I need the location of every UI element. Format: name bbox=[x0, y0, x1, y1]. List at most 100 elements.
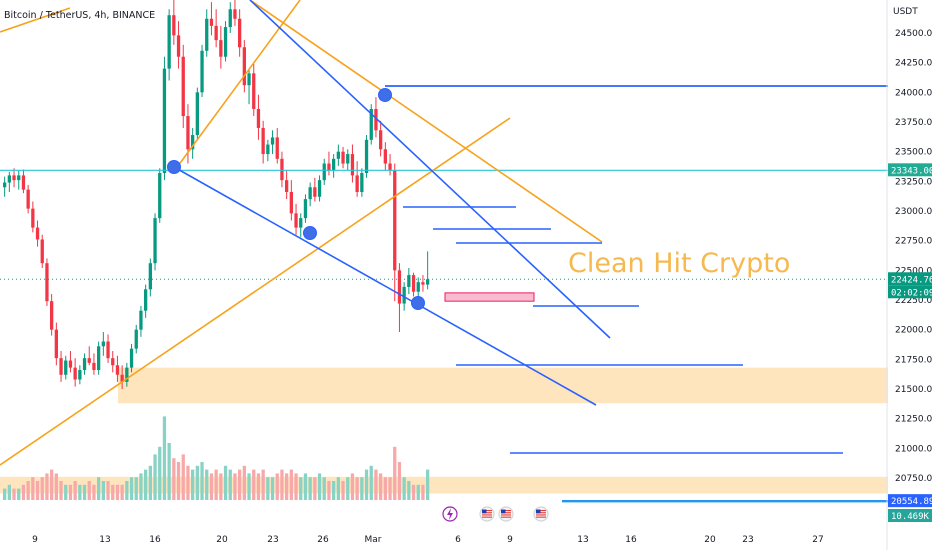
candle bbox=[228, 2, 232, 33]
candle bbox=[219, 25, 223, 69]
pivot-marker[interactable] bbox=[303, 226, 317, 240]
volume-bar bbox=[256, 473, 261, 500]
candle bbox=[7, 171, 11, 193]
support-zone bbox=[0, 476, 888, 494]
y-tick-label: 22250.00 bbox=[895, 296, 932, 306]
candle-body bbox=[294, 213, 298, 228]
candle bbox=[355, 161, 359, 197]
candle bbox=[256, 94, 261, 140]
candle-body bbox=[191, 135, 195, 150]
candle bbox=[115, 355, 120, 382]
lightning-event-icon[interactable] bbox=[442, 506, 458, 522]
candle-body bbox=[364, 139, 369, 174]
candle-body bbox=[393, 170, 397, 271]
volume-badge-bg bbox=[888, 509, 932, 522]
x-tick-label: 20 bbox=[216, 535, 228, 545]
volume-bar bbox=[285, 473, 289, 500]
candle-body bbox=[256, 108, 261, 128]
candle-body bbox=[176, 35, 181, 57]
candle bbox=[45, 258, 49, 306]
pivot-marker[interactable] bbox=[167, 160, 181, 174]
candle bbox=[50, 294, 54, 336]
price-axis[interactable]: 24500.00 24250.00 24000.00 23750.00 23500.00… bbox=[895, 29, 932, 484]
candle-body bbox=[139, 310, 143, 330]
candle-body bbox=[82, 358, 87, 371]
candle bbox=[12, 168, 16, 188]
x-tick-label: 16 bbox=[625, 535, 637, 545]
candle bbox=[346, 149, 350, 171]
volume-bar bbox=[162, 416, 167, 500]
candle bbox=[73, 358, 77, 387]
volume-bar bbox=[402, 477, 406, 500]
candle bbox=[59, 351, 63, 382]
x-tick-label: 23 bbox=[267, 535, 278, 545]
x-tick-label: 26 bbox=[317, 535, 329, 545]
candle-body bbox=[125, 367, 129, 382]
candle bbox=[270, 130, 275, 155]
us-flag-event-icon[interactable] bbox=[533, 506, 549, 522]
candle bbox=[407, 267, 411, 295]
us-flag-event-icon[interactable] bbox=[479, 506, 495, 522]
candle-body bbox=[106, 341, 110, 359]
candle bbox=[106, 334, 110, 363]
candle bbox=[341, 146, 345, 169]
candle bbox=[360, 168, 364, 197]
volume-bar bbox=[78, 484, 82, 500]
volume-bar bbox=[101, 481, 105, 500]
volume-badge-text: 10.469K bbox=[891, 512, 930, 522]
x-tick-label: 6 bbox=[455, 535, 461, 545]
volume-bar bbox=[247, 473, 251, 500]
candle bbox=[285, 170, 289, 200]
candle-body bbox=[411, 275, 416, 292]
markers-layer bbox=[167, 88, 425, 310]
candle bbox=[54, 322, 58, 366]
pivot-marker[interactable] bbox=[411, 296, 425, 310]
candle bbox=[35, 220, 40, 247]
time-axis[interactable]: 9 13 16 20 23 26 Mar 6 9 13 16 20 23 27 bbox=[32, 535, 824, 545]
y-tick-label: 21750.00 bbox=[895, 355, 932, 365]
volume-bar bbox=[327, 481, 331, 500]
event-circle bbox=[479, 506, 495, 522]
candle-body bbox=[261, 127, 265, 155]
candle bbox=[97, 341, 101, 375]
candle-body bbox=[308, 187, 312, 200]
x-tick-label: Mar bbox=[365, 535, 382, 545]
volume-bar bbox=[181, 454, 185, 500]
x-tick-label: 27 bbox=[812, 535, 823, 545]
volume-bar bbox=[148, 465, 152, 500]
candle-body bbox=[223, 27, 228, 57]
flag-canton bbox=[501, 509, 506, 514]
candle bbox=[336, 144, 340, 166]
candle-body bbox=[397, 270, 402, 304]
candle bbox=[92, 353, 96, 375]
symbol-title: Bitcoin / TetherUS, 4h, BINANCE bbox=[4, 10, 155, 21]
pivot-marker[interactable] bbox=[378, 88, 392, 102]
candle bbox=[3, 176, 7, 197]
x-tick-label: 16 bbox=[149, 535, 161, 545]
us-flag-event-icon[interactable] bbox=[498, 506, 514, 522]
x-tick-label: 9 bbox=[32, 535, 38, 545]
candle-body bbox=[7, 175, 11, 183]
drawings-layer bbox=[0, 0, 888, 503]
axis-badges: 23343.00 22424.76 02:02:09 20554.89 10.469K bbox=[888, 163, 932, 522]
volume-bar bbox=[120, 484, 124, 500]
volume-bar bbox=[223, 465, 228, 500]
candle bbox=[82, 353, 87, 375]
volume-bar bbox=[379, 473, 383, 500]
flag-stripe bbox=[501, 516, 511, 518]
volume-bar bbox=[219, 473, 223, 500]
volume-bar bbox=[35, 481, 40, 500]
candle bbox=[261, 120, 265, 164]
candle-body bbox=[153, 218, 157, 264]
y-tick-label: 21500.00 bbox=[895, 385, 932, 395]
price-badge-bottom: 20554.89 bbox=[888, 494, 932, 508]
candle bbox=[289, 180, 293, 221]
candle-body bbox=[158, 173, 162, 219]
candle-body bbox=[209, 18, 214, 26]
volume-bar bbox=[426, 469, 430, 500]
x-tick-label: 13 bbox=[99, 535, 110, 545]
candle-body bbox=[299, 218, 303, 228]
volume-bar bbox=[238, 469, 242, 500]
y-tick-label: 23750.00 bbox=[895, 118, 932, 128]
